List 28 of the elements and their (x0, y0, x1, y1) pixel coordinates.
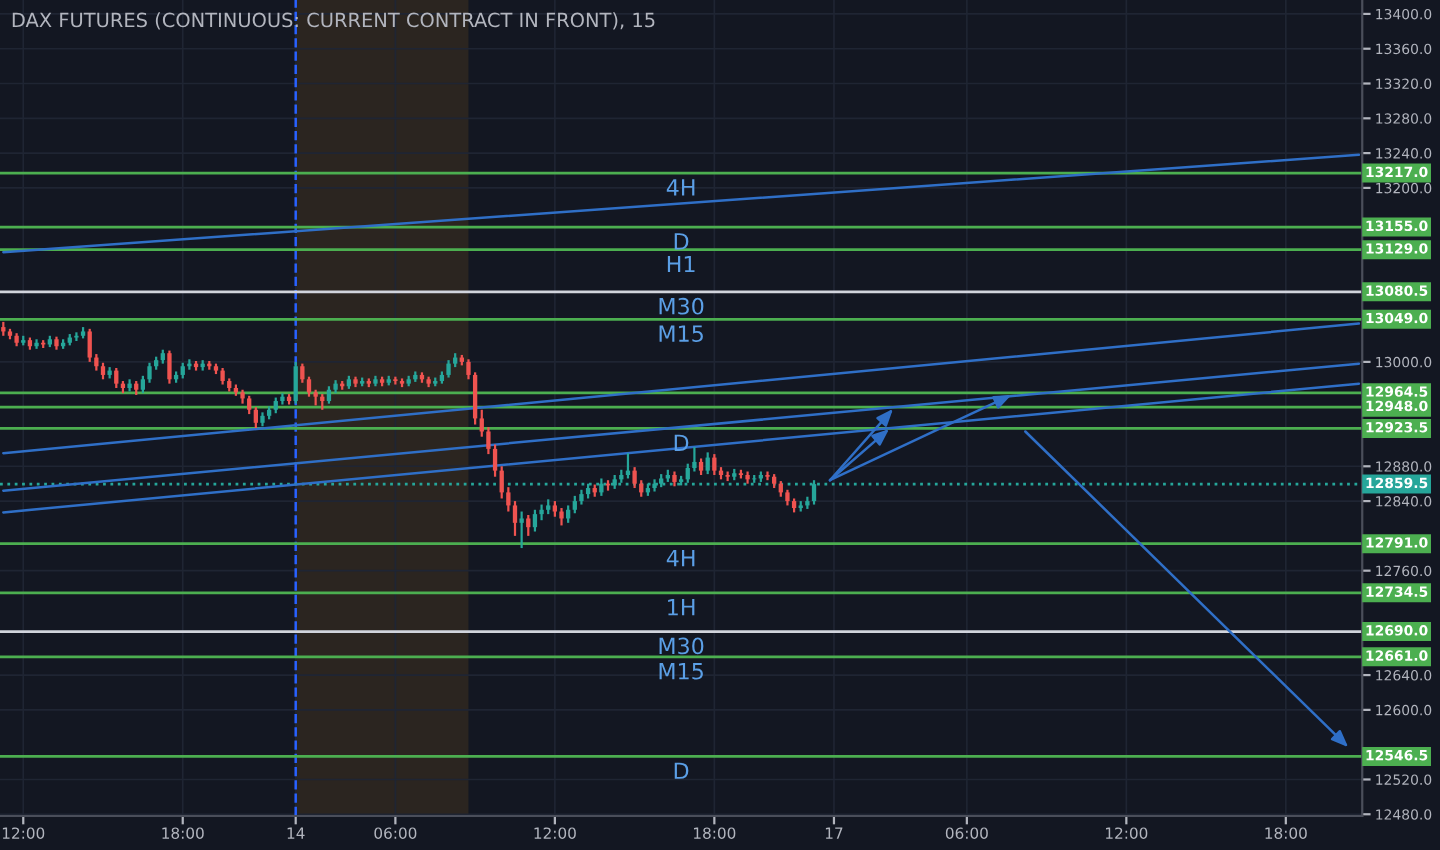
candlestick (705, 451, 710, 476)
candlestick (526, 513, 531, 537)
annotation: D (674, 233, 689, 250)
candlestick (247, 394, 252, 416)
candlestick (512, 499, 518, 537)
candlestick (167, 349, 172, 385)
candlestick (293, 360, 298, 405)
candlestick (253, 406, 258, 430)
annotation: D (674, 762, 689, 779)
annotation: 4H (666, 179, 695, 196)
annotation: 4H (666, 549, 695, 567)
candlestick (532, 508, 538, 533)
text: DAX FUTURES (CONTINUOUS: CURRENT CONTRACT IN FRONT), 15 (12, 12, 655, 30)
candlestick (519, 510, 524, 550)
annotation: M30 (659, 637, 704, 655)
candlestick (34, 338, 39, 350)
candlestick (74, 331, 79, 343)
annotation: M15 (659, 325, 703, 343)
annotation: M15 (659, 663, 703, 680)
annotation: 1H (668, 599, 695, 616)
annotation: H1 (667, 255, 695, 273)
candlestick (114, 366, 119, 390)
candlestick (280, 392, 285, 406)
annotation: M30 (659, 297, 704, 315)
candlestick (632, 466, 637, 490)
candlestick (712, 453, 717, 477)
candlestick (765, 470, 770, 482)
candlestick (87, 327, 92, 363)
